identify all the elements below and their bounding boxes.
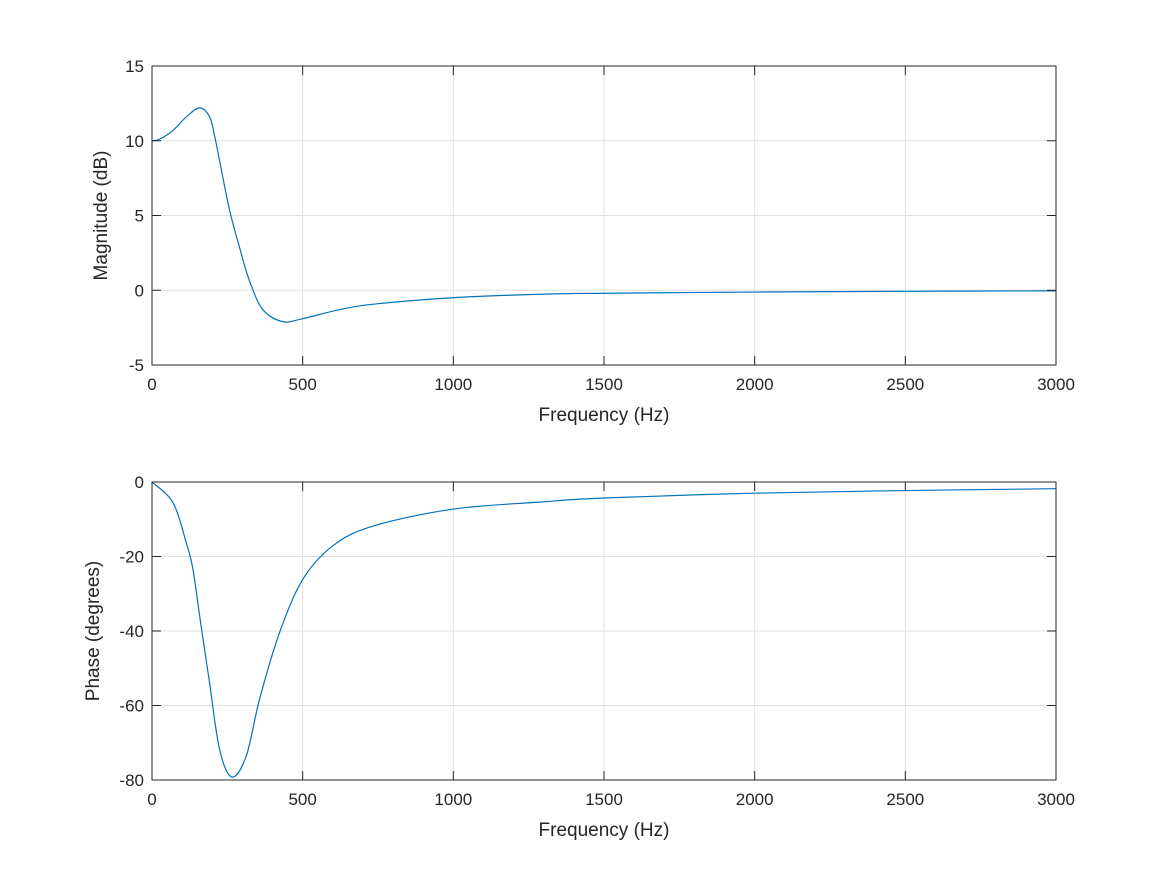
x-tick-label: 3000 [1037,375,1075,394]
x-tick-label: 2500 [886,790,924,809]
y-tick-label: -5 [129,356,144,375]
y-axis-label: Phase (degrees) [83,561,104,701]
x-tick-label: 1000 [434,790,472,809]
axes-2: 0 500 1000 1500 2000 2500 3000 -80 -60 -40 -20 0 Fre… [83,473,1075,841]
axes-1: 0 500 1000 1500 2000 2500 3000-5051015Frequenc… [91,57,1075,426]
y-tick-label: -20 [119,548,144,567]
y-tick-label: 15 [125,57,144,76]
y-tick-label: -40 [119,622,144,641]
x-tick-label: 2000 [736,790,774,809]
series-line [151,107,1057,323]
y-axis-label: Magnitude (dB) [91,151,112,281]
x-tick-label: 1000 [434,375,472,394]
x-tick-label: 0 [147,375,156,394]
y-tick-label: -60 [119,697,144,716]
x-tick-label: 3000 [1037,790,1075,809]
y-tick-label: 10 [125,132,144,151]
x-tick-label: 2000 [736,375,774,394]
x-tick-label: 2500 [886,375,924,394]
x-axis-label: Frequency (Hz) [539,820,670,841]
y-tick-label: 5 [135,207,144,226]
x-tick-label: 1500 [585,375,623,394]
y-tick-label: 0 [135,281,144,300]
x-tick-label: 500 [288,790,316,809]
series-line [151,481,1057,778]
y-tick-label: 0 [135,473,144,492]
x-tick-label: 500 [288,375,316,394]
y-tick-label: -80 [119,771,144,790]
x-tick-label: 1500 [585,790,623,809]
x-axis-label: Frequency (Hz) [539,405,670,426]
x-tick-label: 0 [147,790,156,809]
